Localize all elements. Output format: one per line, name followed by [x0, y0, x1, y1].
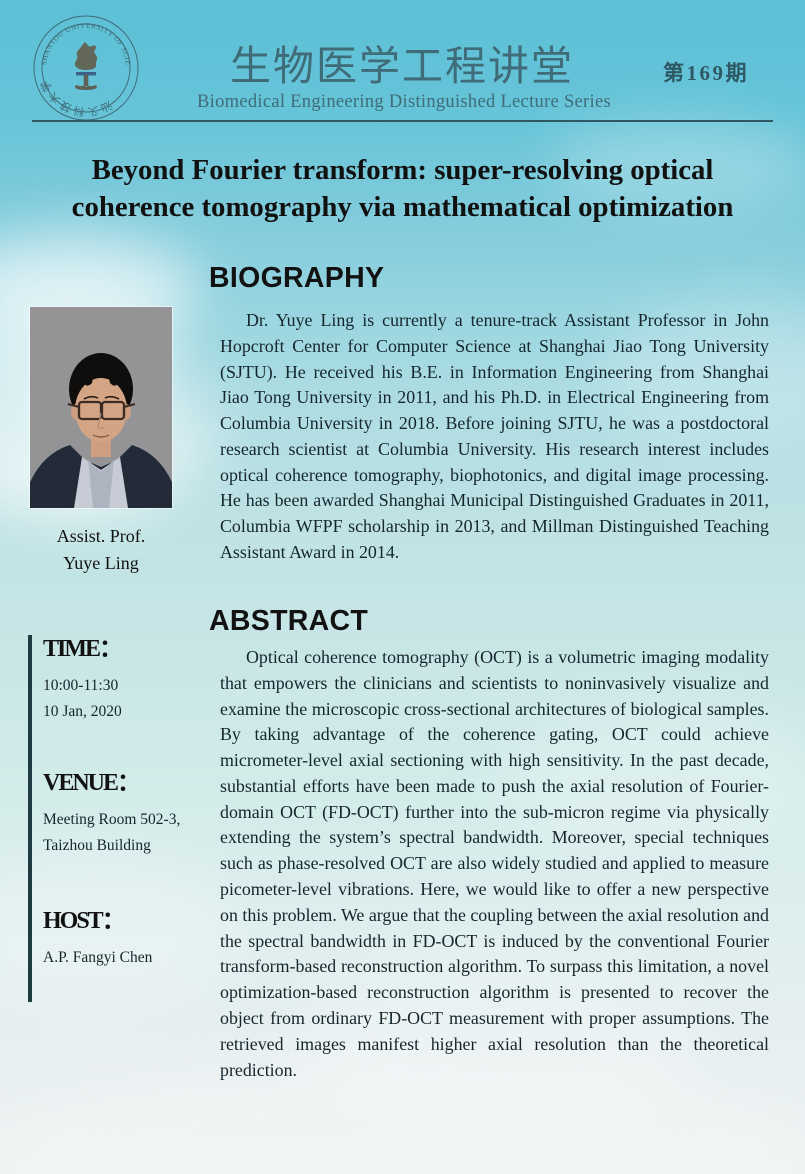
- svg-text:汕头科技大学: 汕头科技大学: [37, 77, 115, 120]
